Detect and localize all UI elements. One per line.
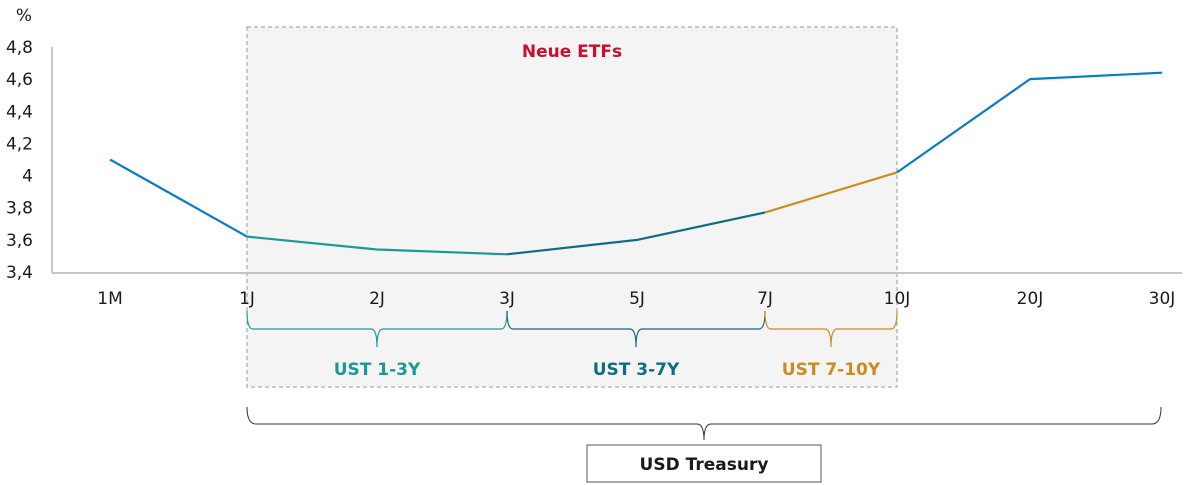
segment-bracket (764, 310, 898, 348)
line-segment (896, 71, 1163, 174)
usd-treasury-label: USD Treasury (640, 455, 769, 475)
y-tick-label: 3,6 (6, 231, 33, 251)
new-etfs-region (246, 26, 898, 388)
new-etfs-title: Neue ETFs (522, 42, 622, 62)
x-tick-label: 3J (499, 289, 515, 309)
y-tick-label: 4 (22, 167, 33, 187)
y-tick-labels: 3,4 3,6 3,8 4 4,2 4,4 4,6 4,8 (6, 38, 33, 283)
y-tick-label: 4,8 (6, 38, 33, 58)
y-tick-label: 3,8 (6, 199, 33, 219)
x-tick-label: 30J (1149, 289, 1176, 309)
bracket-label-ust-3-7y: UST 3-7Y (593, 360, 680, 380)
y-tick-label: 4,6 (6, 70, 33, 90)
y-tick-label: 3,4 (6, 263, 33, 283)
x-tick-labels: 1M 1J 2J 3J 5J 7J 10J 20J 30J (97, 289, 1175, 309)
segment-bracket (506, 310, 766, 348)
y-unit-label: % (16, 6, 32, 26)
line-segment (764, 171, 898, 214)
usd-treasury-bracket (246, 406, 1162, 441)
yield-curve-line (109, 71, 1163, 256)
line-segment (109, 158, 248, 238)
x-tick-label: 2J (369, 289, 385, 309)
x-tick-label: 1J (239, 289, 255, 309)
x-tick-label: 20J (1017, 289, 1044, 309)
segment-bracket (246, 310, 508, 348)
line-segment (246, 235, 508, 256)
bracket-label-ust-7-10y: UST 7-10Y (782, 360, 881, 380)
line-segment (506, 211, 766, 256)
x-tick-label: 10J (884, 289, 911, 309)
x-tick-label: 1M (97, 289, 122, 309)
y-tick-label: 4,2 (6, 134, 33, 154)
usd-treasury-box (586, 444, 822, 483)
segment-brackets (246, 310, 898, 348)
bracket-label-ust-1-3y: UST 1-3Y (334, 360, 421, 380)
y-tick-label: 4,4 (6, 102, 33, 122)
x-tick-label: 7J (757, 289, 773, 309)
x-tick-label: 5J (629, 289, 645, 309)
